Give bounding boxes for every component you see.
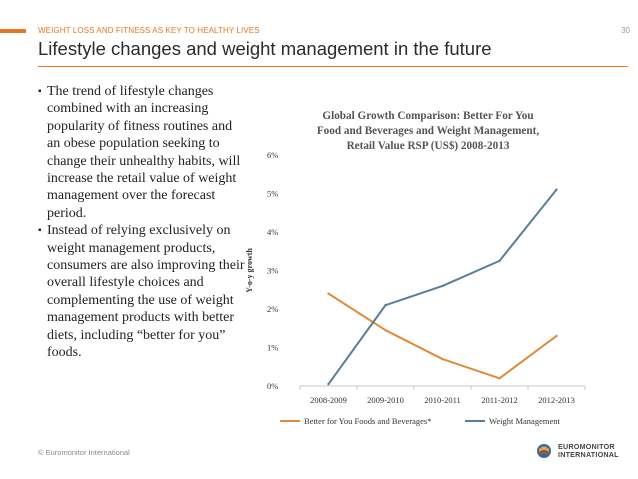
y-tick-label: 2%: [267, 304, 278, 314]
legend-label: Weight Management: [489, 416, 560, 426]
legend-label: Better for You Foods and Beverages*: [304, 416, 431, 426]
x-tick-label: 2009-2010: [367, 395, 404, 405]
bullet-list: ▪ The trend of lifestyle changes combine…: [38, 83, 248, 362]
accent-bar: [0, 29, 26, 33]
square-bullet-icon: ▪: [38, 225, 42, 237]
data-point: [441, 357, 444, 361]
y-tick-label: 4%: [267, 227, 278, 237]
y-tick-label: 5%: [267, 189, 278, 199]
chart-title-line: Retail Value RSP (US$) 2008-2013: [347, 140, 510, 152]
data-point: [498, 259, 501, 263]
chart-title-line: Global Growth Comparison: Better For You: [322, 110, 533, 122]
y-tick-label: 0%: [267, 381, 278, 391]
growth-line-chart: Global Growth Comparison: Better For You…: [245, 110, 586, 426]
data-point: [327, 292, 330, 295]
bullet-text: Instead of relying exclusively on weight…: [47, 223, 245, 361]
logo-wordmark: EUROMONITOR INTERNATIONAL: [558, 442, 619, 459]
data-point: [441, 284, 444, 288]
globe-logo-icon: [537, 444, 551, 458]
data-point: [555, 334, 558, 338]
x-tick-label: 2008-2009: [310, 395, 347, 405]
chart-title-line: Food and Beverages and Weight Management…: [317, 125, 540, 137]
x-tick-label: 2010-2011: [424, 395, 461, 405]
data-point: [498, 377, 501, 380]
footer-copyright: © Euromonitor International: [38, 448, 130, 457]
section-eyebrow: WEIGHT LOSS AND FITNESS AS KEY TO HEALTH…: [38, 26, 260, 35]
data-point: [327, 382, 330, 386]
y-tick-label: 3%: [267, 266, 278, 276]
data-point: [384, 303, 387, 307]
data-point: [384, 328, 387, 332]
bullet-item: ▪ Instead of relying exclusively on weig…: [38, 222, 248, 361]
y-tick-label: 6%: [267, 150, 278, 160]
bullet-text: The trend of lifestyle changes combined …: [47, 84, 241, 221]
data-point: [555, 188, 558, 191]
euromonitor-logo: EUROMONITOR INTERNATIONAL: [536, 443, 634, 459]
y-axis-label: Y-o-y growth: [245, 248, 254, 293]
square-bullet-icon: ▪: [38, 86, 42, 97]
y-tick-label: 1%: [267, 343, 278, 353]
page-number: 30: [621, 26, 630, 35]
x-tick-label: 2012-2013: [538, 395, 575, 405]
x-tick-label: 2011-2012: [481, 395, 518, 405]
slide-title: Lifestyle changes and weight management …: [38, 38, 492, 59]
bullet-item: ▪ The trend of lifestyle changes combine…: [38, 83, 248, 222]
title-divider: [38, 66, 628, 67]
